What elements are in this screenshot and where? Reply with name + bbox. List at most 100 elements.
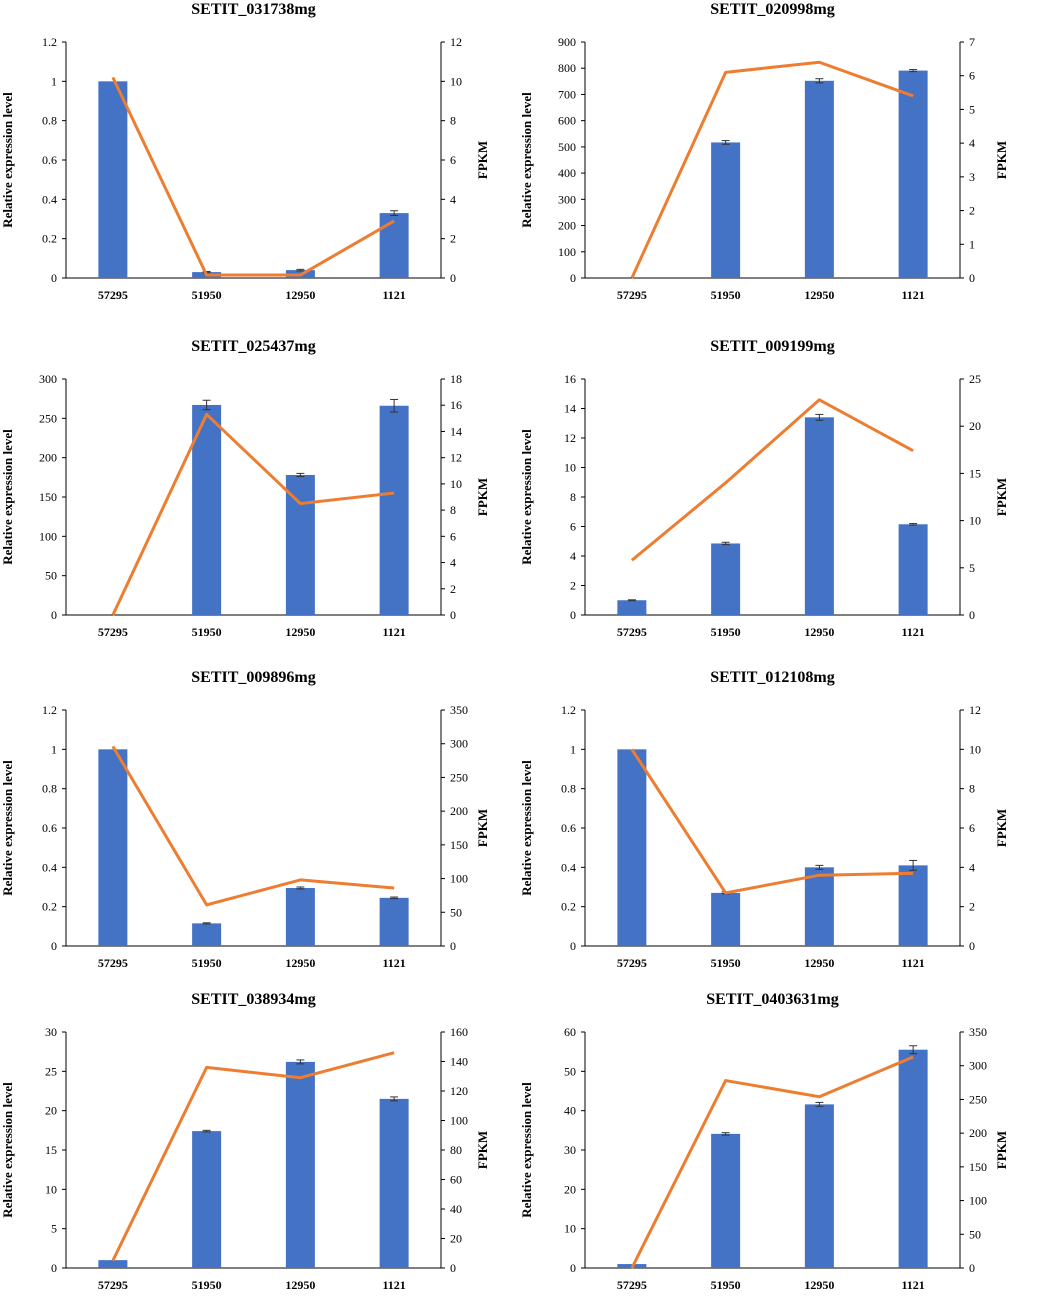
y2-tick-label: 2: [969, 204, 975, 218]
y-tick-label: 0: [570, 271, 576, 285]
y2-tick-label: 200: [450, 804, 468, 818]
y2-tick-label: 18: [450, 372, 462, 386]
y2-tick-label: 300: [969, 1059, 987, 1073]
y-tick-label: 150: [39, 490, 57, 504]
y-tick-label: 0.2: [42, 900, 57, 914]
x-tick-label: 51950: [192, 956, 222, 970]
y2-tick-label: 4: [969, 136, 975, 150]
y2-tick-label: 300: [450, 737, 468, 751]
y-tick-label: 0.4: [561, 860, 576, 874]
bar-51950: [711, 893, 740, 946]
y-tick-label: 300: [39, 372, 57, 386]
x-tick-label: 12950: [804, 956, 834, 970]
y2-tick-label: 50: [450, 905, 462, 919]
y2-tick-label: 1: [969, 237, 975, 251]
bar-1121: [380, 898, 409, 946]
bar-1121: [380, 213, 409, 278]
y2-tick-label: 5: [969, 561, 975, 575]
bar-12950: [805, 1104, 834, 1268]
chart-panel-setit-012108mg: SETIT_012108mg00.20.40.60.811.2024681012…: [519, 668, 1038, 991]
x-tick-label: 51950: [192, 288, 222, 302]
y2-tick-label: 12: [450, 35, 462, 49]
y2-tick-label: 250: [450, 770, 468, 784]
y-tick-label: 900: [558, 35, 576, 49]
y-tick-label: 250: [39, 411, 57, 425]
bar-1121: [380, 1099, 409, 1268]
bar-12950: [805, 417, 834, 615]
bar-57295: [617, 600, 646, 615]
y-tick-label: 1: [51, 74, 57, 88]
y2-tick-label: 2: [450, 582, 456, 596]
x-tick-label: 1121: [901, 288, 924, 302]
chart-title: SETIT_031738mg: [191, 1, 315, 18]
x-tick-label: 51950: [711, 288, 741, 302]
x-tick-label: 57295: [617, 1278, 647, 1292]
y-tick-label: 10: [564, 461, 576, 475]
y-tick-label: 25: [45, 1064, 57, 1078]
chart-title: SETIT_012108mg: [710, 669, 834, 686]
x-tick-label: 51950: [711, 625, 741, 639]
y-tick-label: 0: [570, 939, 576, 953]
y-tick-label: 0.4: [42, 860, 57, 874]
x-tick-label: 12950: [285, 625, 315, 639]
y-tick-label: 0: [51, 939, 57, 953]
fpkm-line: [632, 1057, 913, 1268]
y2-tick-label: 80: [450, 1143, 462, 1157]
fpkm-line: [113, 1053, 394, 1261]
y2-tick-label: 100: [450, 872, 468, 886]
y-tick-label: 0.8: [42, 114, 57, 128]
y-tick-label: 0.2: [561, 900, 576, 914]
y2-tick-label: 7: [969, 35, 975, 49]
bar-12950: [805, 867, 834, 946]
y2-tick-label: 60: [450, 1173, 462, 1187]
y2-tick-label: 160: [450, 1025, 468, 1039]
y-tick-label: 0.8: [561, 782, 576, 796]
y-tick-label: 6: [570, 520, 576, 534]
x-tick-label: 1121: [901, 1278, 924, 1292]
y-axis-title: Relative expression level: [0, 429, 15, 565]
y2-tick-label: 8: [450, 503, 456, 517]
y2-tick-label: 4: [450, 556, 456, 570]
bar-51950: [192, 1131, 221, 1268]
y-tick-label: 1: [51, 742, 57, 756]
bar-51950: [711, 142, 740, 278]
y2-tick-label: 100: [450, 1114, 468, 1128]
y-axis-title: Relative expression level: [0, 760, 15, 896]
y2-tick-label: 120: [450, 1084, 468, 1098]
x-tick-label: 51950: [711, 1278, 741, 1292]
x-tick-label: 1121: [901, 625, 924, 639]
y-tick-label: 0: [570, 608, 576, 622]
y-tick-label: 200: [558, 219, 576, 233]
y2-tick-label: 15: [969, 466, 981, 480]
y2-tick-label: 100: [969, 1194, 987, 1208]
y-tick-label: 700: [558, 87, 576, 101]
y-tick-label: 100: [39, 529, 57, 543]
y-tick-label: 4: [570, 549, 576, 563]
x-tick-label: 12950: [285, 288, 315, 302]
y2-tick-label: 6: [450, 153, 456, 167]
fpkm-line: [632, 749, 913, 893]
y2-tick-label: 6: [450, 529, 456, 543]
x-tick-label: 12950: [285, 956, 315, 970]
y-tick-label: 300: [558, 192, 576, 206]
bar-57295: [617, 749, 646, 946]
fpkm-line: [632, 400, 913, 560]
y2-tick-label: 0: [450, 1261, 456, 1275]
x-tick-label: 57295: [98, 625, 128, 639]
x-tick-label: 57295: [98, 956, 128, 970]
fpkm-line: [113, 746, 394, 904]
bar-12950: [286, 888, 315, 946]
y-axis-title: Relative expression level: [0, 92, 15, 228]
y-tick-label: 1.2: [42, 703, 57, 717]
x-tick-label: 51950: [192, 1278, 222, 1292]
bar-12950: [286, 475, 315, 615]
fpkm-line: [632, 62, 913, 278]
y2-tick-label: 12: [969, 703, 981, 717]
y-axis-title: Relative expression level: [519, 760, 534, 896]
y2-tick-label: 0: [450, 939, 456, 953]
x-tick-label: 1121: [382, 625, 405, 639]
y2-tick-label: 2: [450, 232, 456, 246]
x-tick-label: 1121: [382, 288, 405, 302]
y-tick-label: 10: [564, 1222, 576, 1236]
chart-panel-setit-0403631mg: SETIT_0403631mg0102030405060050100150200…: [519, 990, 1038, 1313]
